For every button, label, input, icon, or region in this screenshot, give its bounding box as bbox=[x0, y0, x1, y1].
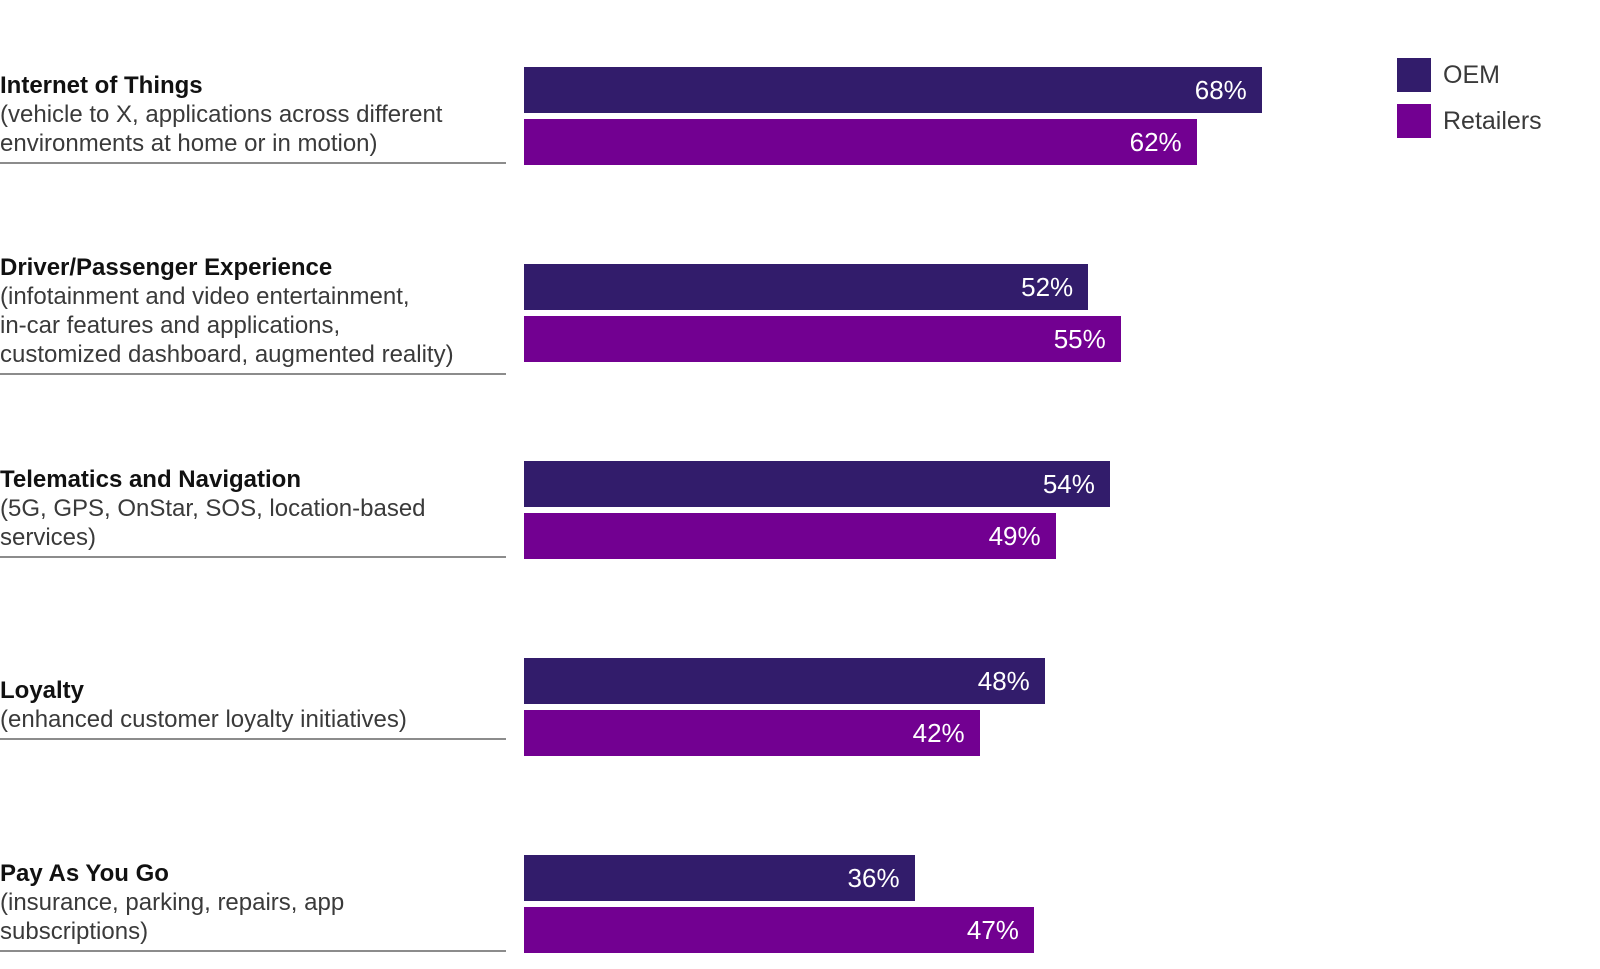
bar-value-label: 68% bbox=[1194, 75, 1247, 105]
category-label: Telematics and Navigation (5G, GPS, OnSta… bbox=[0, 465, 505, 552]
category-divider bbox=[0, 555, 506, 558]
legend: OEM Retailers bbox=[1397, 58, 1542, 150]
bar-value-label: 47% bbox=[966, 915, 1019, 945]
legend-swatch-retailers bbox=[1397, 104, 1431, 138]
category-title: Driver/Passenger Experience bbox=[0, 254, 333, 281]
bar-oem: 48% bbox=[524, 658, 1045, 704]
category-divider bbox=[0, 373, 506, 375]
legend-swatch-oem bbox=[1397, 58, 1431, 92]
bar-retailers: 47% bbox=[524, 907, 1034, 953]
bar-value-label: 42% bbox=[912, 718, 965, 748]
category-description: (insurance, parking, repairs, app subscr… bbox=[0, 888, 345, 945]
bar-value-label: 62% bbox=[1129, 127, 1182, 157]
legend-item-retailers: Retailers bbox=[1397, 104, 1542, 138]
bar-oem: 36% bbox=[524, 855, 915, 901]
bar-retailers: 55% bbox=[524, 316, 1121, 362]
category-divider bbox=[0, 161, 506, 164]
category-label: Pay As You Go (insurance, parking, repair… bbox=[0, 859, 505, 946]
category-description: (vehicle to X, applications across diffe… bbox=[0, 100, 443, 157]
bar-value-label: 54% bbox=[1042, 469, 1095, 499]
legend-label-oem: OEM bbox=[1443, 60, 1500, 89]
category-title: Internet of Things bbox=[0, 71, 203, 99]
category-divider bbox=[0, 738, 506, 740]
bar-oem: 54% bbox=[524, 461, 1110, 507]
bar-retailers: 42% bbox=[524, 710, 980, 756]
bar-value-label: 49% bbox=[988, 521, 1041, 551]
category-divider bbox=[0, 949, 506, 952]
bar-retailers: 49% bbox=[524, 513, 1056, 559]
legend-label-retailers: Retailers bbox=[1443, 106, 1542, 135]
bar-value-label: 55% bbox=[1053, 324, 1106, 354]
bar-retailers: 62% bbox=[524, 119, 1197, 165]
category-description: (enhanced customer loyalty initiatives) bbox=[0, 706, 407, 733]
bar-oem: 52% bbox=[524, 264, 1089, 310]
category-label: Internet of Things (vehicle to X, applica… bbox=[0, 71, 505, 158]
category-title: Loyalty bbox=[0, 677, 85, 704]
bar-value-label: 36% bbox=[847, 863, 900, 893]
bar-oem: 68% bbox=[524, 67, 1262, 113]
bar-value-label: 52% bbox=[1021, 272, 1074, 302]
category-title: Pay As You Go bbox=[0, 859, 169, 887]
category-label: Driver/Passenger Experience (infotainment… bbox=[0, 253, 505, 369]
category-title: Telematics and Navigation bbox=[0, 465, 301, 493]
category-description: (5G, GPS, OnStar, SOS, location-based se… bbox=[0, 494, 426, 551]
category-label: Loyalty (enhanced customer loyalty initia… bbox=[0, 676, 505, 734]
legend-item-oem: OEM bbox=[1397, 58, 1542, 92]
bar-value-label: 48% bbox=[977, 666, 1030, 696]
category-description: (infotainment and video entertainment, i… bbox=[0, 283, 454, 368]
